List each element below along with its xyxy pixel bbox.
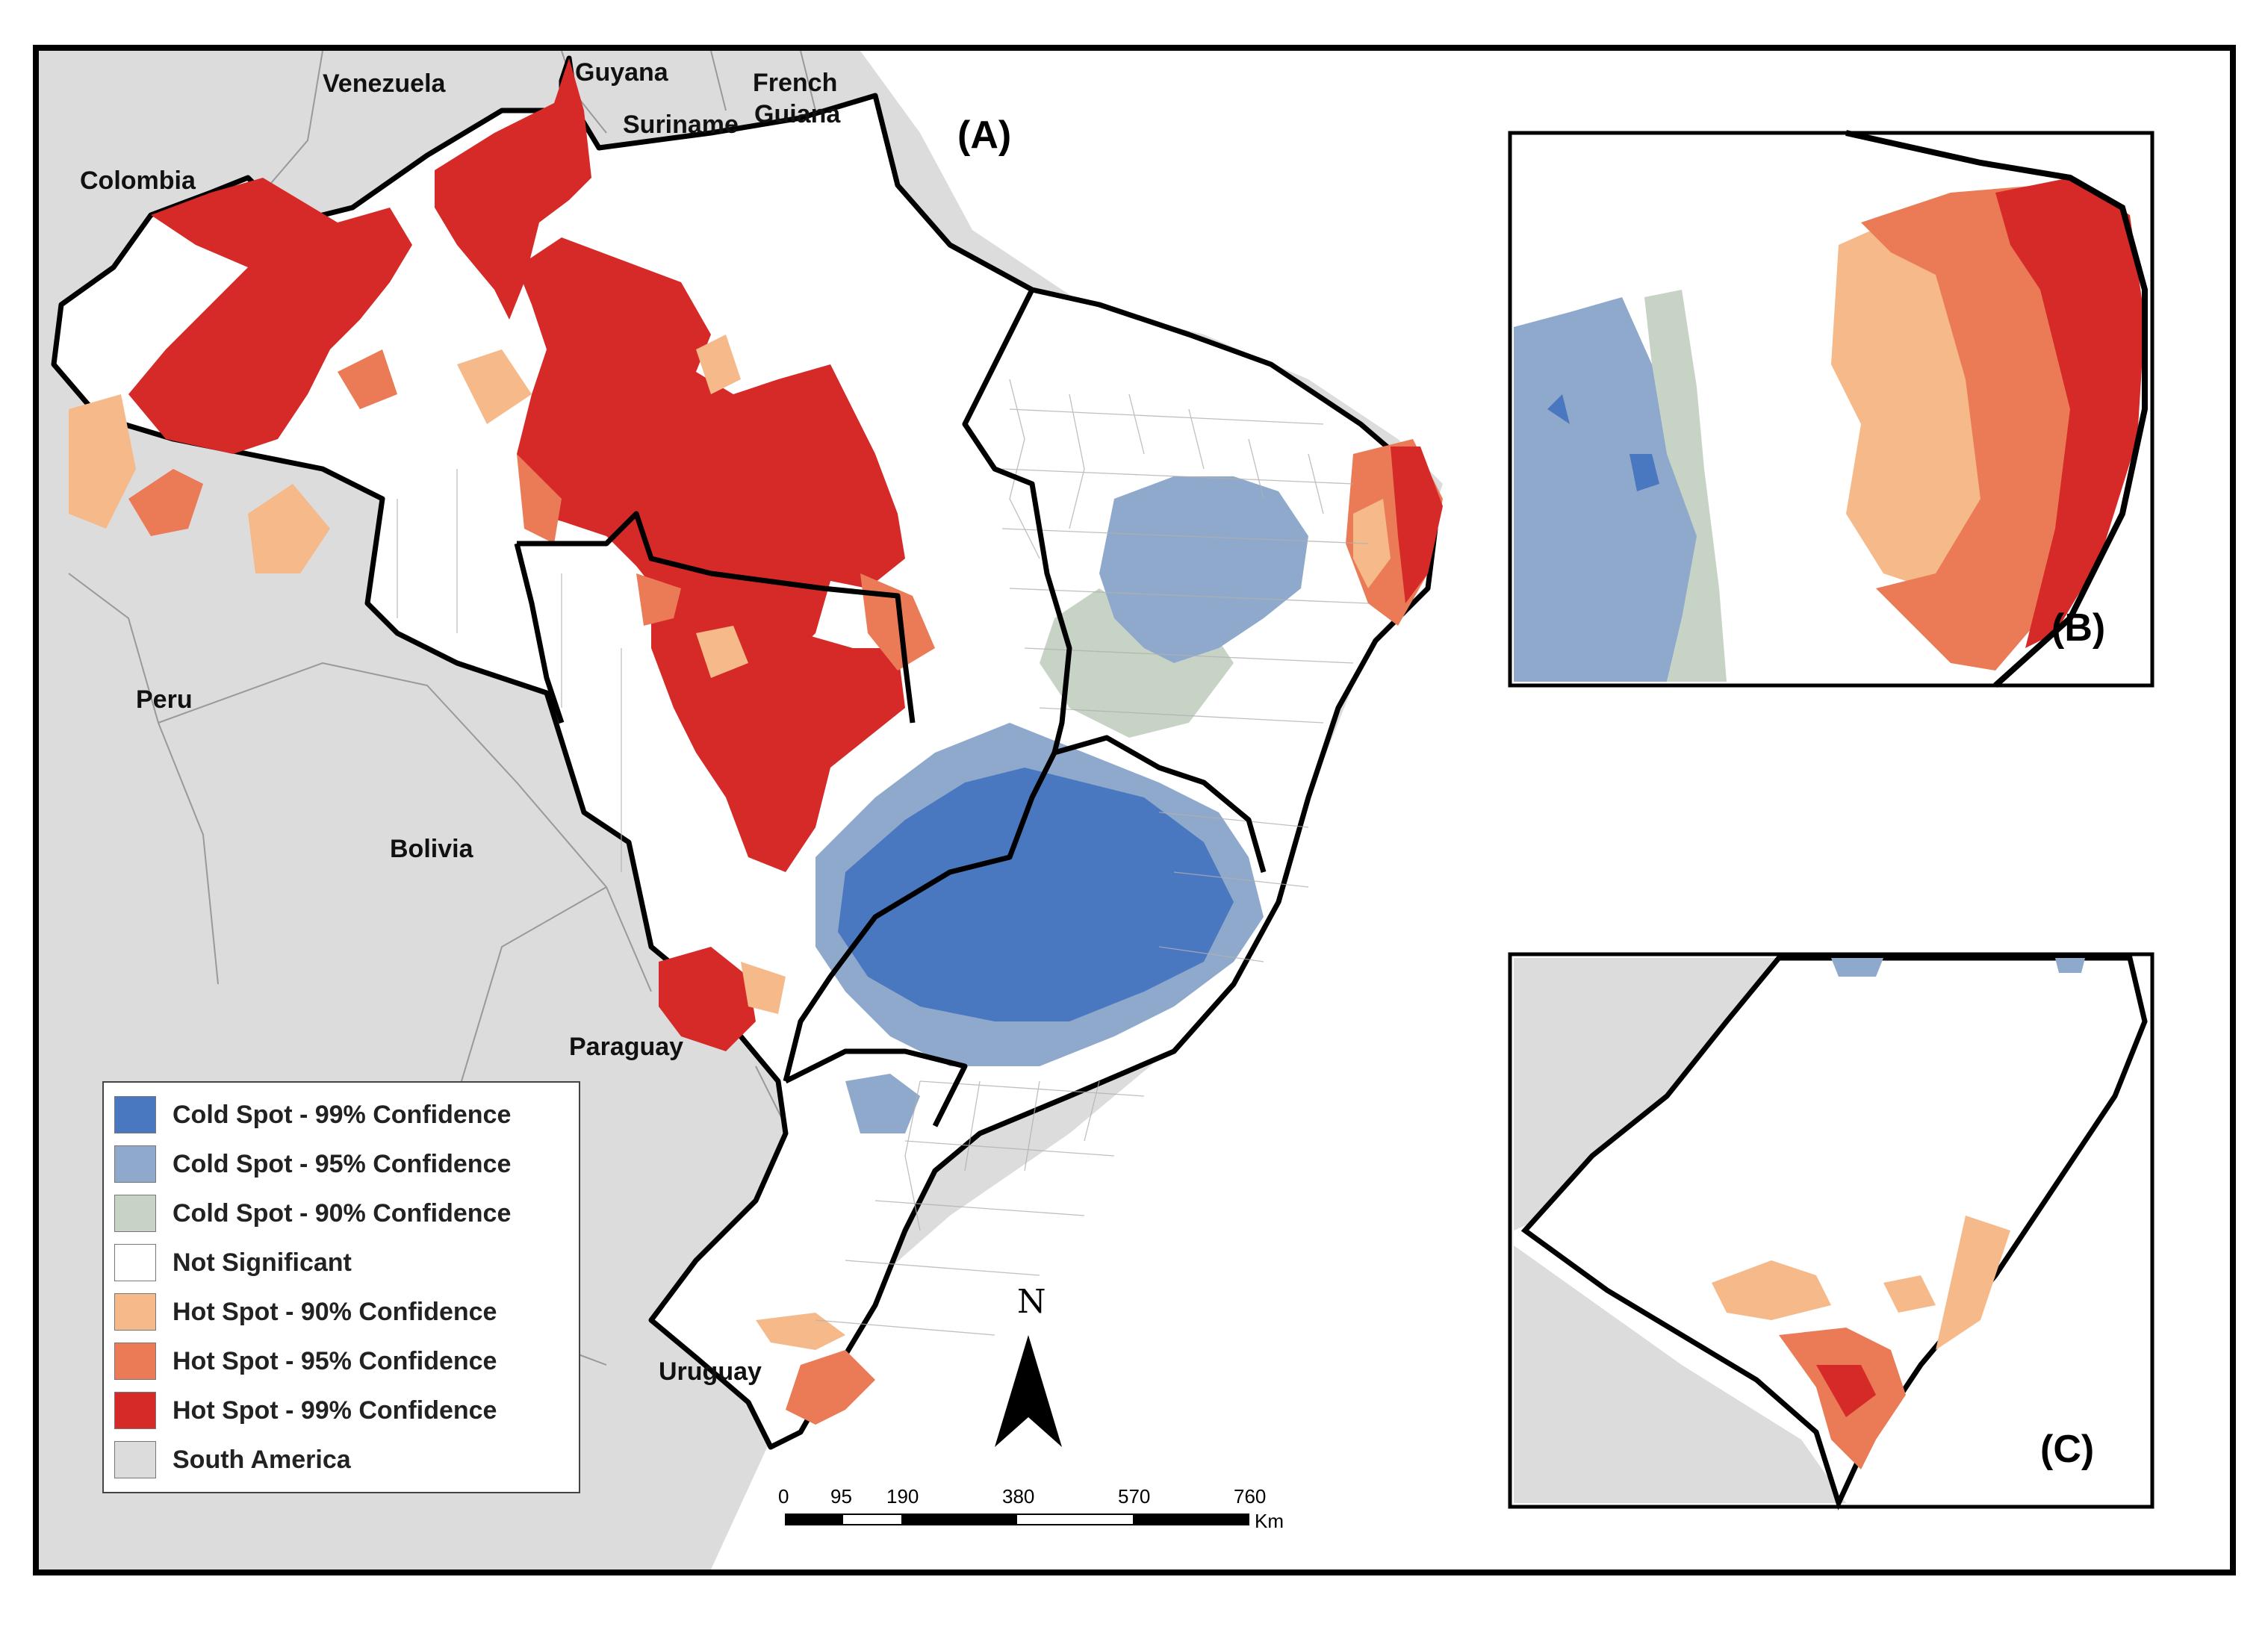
hot-spot-north [69,58,935,1051]
legend-item-hot99: Hot Spot - 99% Confidence [114,1386,568,1435]
inset-b-cold95 [1514,297,1712,682]
label-french-guiana-line1: French [753,69,837,97]
inset-b-cold90 [1644,290,1727,682]
legend-item-not-significant: Not Significant [114,1238,568,1287]
inset-c: (C) [1508,952,2154,1511]
inset-c-land [1520,955,2148,1511]
scale-tick-570: 570 [1118,1485,1150,1508]
legend-label-south-america: South America [173,1445,351,1474]
regional-boundaries [514,288,1267,1127]
cold-spot-central [815,476,1308,1066]
legend-swatch-not-significant [114,1244,156,1281]
hot99-northeast-coast [1391,447,1443,603]
label-venezuela: Venezuela [323,69,447,98]
label-uruguay: Uruguay [659,1357,762,1386]
legend-swatch-cold99 [114,1096,156,1133]
scale-bar: 0 95 190 380 570 760 Km [778,1485,1284,1532]
legend-swatch-south-america [114,1441,156,1478]
north-arrow: N [995,1283,1062,1447]
panel-label-c: (C) [2040,1428,2094,1471]
legend-swatch-hot95 [114,1343,156,1380]
hot99-region-south-mt [659,947,756,1051]
legend-item-cold90: Cold Spot - 90% Confidence [114,1189,568,1238]
legend-label-hot90: Hot Spot - 90% Confidence [173,1297,497,1326]
legend-label-cold99: Cold Spot - 99% Confidence [173,1100,512,1129]
north-arrow-label: N [1017,1283,1046,1321]
label-paraguay: Paraguay [569,1033,683,1061]
label-peru: Peru [136,685,193,714]
label-french-guiana-line2: Guiana [754,100,841,128]
map-canvas: Venezuela Guyana Suriname French Guiana … [51,51,2230,1570]
label-bolivia: Bolivia [390,835,474,863]
legend-label-cold95: Cold Spot - 95% Confidence [173,1149,512,1178]
label-guyana: Guyana [575,58,669,87]
legend-label-not-significant: Not Significant [173,1248,352,1277]
legend-item-cold99: Cold Spot - 99% Confidence [114,1090,568,1139]
legend-item-hot95: Hot Spot - 95% Confidence [114,1337,568,1386]
hot95-south [786,1350,875,1425]
municipal-boundaries [397,379,1369,1336]
scale-unit: Km [1255,1510,1284,1532]
legend-swatch-cold90 [114,1195,156,1232]
inset-c-hot90 [1712,1216,2010,1350]
hot95-patches [128,349,935,671]
north-centerwest-border [517,511,916,724]
north-northeast-border [962,288,1072,753]
inset-b: (B) [1508,130,2154,688]
south-southeast-border [784,1048,968,1127]
legend-item-cold95: Cold Spot - 95% Confidence [114,1139,568,1189]
scale-tick-0: 0 [778,1485,789,1508]
scale-tick-760: 760 [1234,1485,1266,1508]
hot99-region-central [517,237,905,663]
legend-item-south-america: South America [114,1435,568,1484]
inset-b-hot99 [1995,178,2145,648]
label-colombia: Colombia [80,167,196,195]
hot90-northeast-coast [1353,499,1391,588]
scale-tick-190: 190 [886,1485,919,1508]
hot90-south [756,1313,845,1350]
legend: Cold Spot - 99% Confidence Cold Spot - 9… [102,1081,580,1493]
map-frame: Venezuela Guyana Suriname French Guiana … [33,45,2236,1575]
hot99-region-northwest [128,178,412,454]
scale-tick-95: 95 [830,1485,852,1508]
hot99-region-guyana [435,58,591,320]
centerwest-west-border [514,543,565,724]
legend-item-hot90: Hot Spot - 90% Confidence [114,1287,568,1337]
inset-b-cold99 [1547,394,1659,491]
inset-c-cold-top [1831,958,2085,977]
legend-label-cold90: Cold Spot - 90% Confidence [173,1198,512,1228]
northeast-southeast-border [1054,735,1267,873]
inset-b-coast [1845,130,2148,688]
legend-swatch-hot99 [114,1392,156,1429]
panel-label-a: (A) [957,113,1011,157]
cold99-region [838,768,1234,1021]
legend-swatch-hot90 [114,1293,156,1331]
legend-swatch-cold95 [114,1145,156,1183]
inset-c-hot99 [1816,1365,1876,1417]
centerwest-southeast-border [783,751,1057,1082]
cold95-region-northeast [1099,476,1308,663]
north-arrow-icon [995,1335,1062,1447]
inset-c-neighbor [1514,958,1846,1503]
label-suriname: Suriname [623,111,739,139]
panel-label-b: (B) [2051,606,2105,650]
cold95-south [845,1074,920,1133]
legend-label-hot99: Hot Spot - 99% Confidence [173,1396,497,1425]
scale-tick-380: 380 [1002,1485,1034,1508]
inset-b-hot95 [1861,185,2085,671]
legend-label-hot95: Hot Spot - 95% Confidence [173,1346,497,1375]
